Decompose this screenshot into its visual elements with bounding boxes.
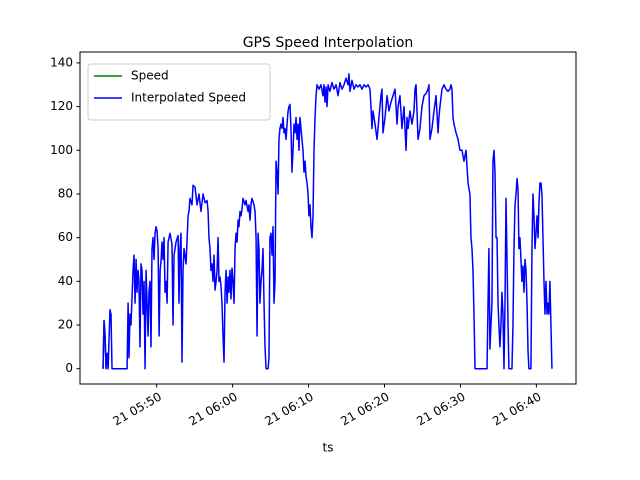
legend-label: Speed xyxy=(131,69,169,83)
series-line xyxy=(102,73,553,370)
y-tick-label: 20 xyxy=(58,318,73,332)
y-tick-label: 80 xyxy=(58,186,73,200)
x-axis-label: ts xyxy=(323,441,334,455)
legend-label: Interpolated Speed xyxy=(131,91,246,105)
y-tick-label: 60 xyxy=(58,230,73,244)
legend-box xyxy=(87,63,271,121)
y-tick-label: 100 xyxy=(50,143,73,157)
plot-frame xyxy=(79,51,577,385)
y-tick-label: 0 xyxy=(65,361,73,375)
y-tick-label: 140 xyxy=(50,55,73,69)
legend: Speed Interpolated Speed xyxy=(87,63,271,121)
y-tick-label: 120 xyxy=(50,99,73,113)
y-tick-label: 40 xyxy=(58,274,73,288)
chart-title: GPS Speed Interpolation xyxy=(243,35,414,51)
